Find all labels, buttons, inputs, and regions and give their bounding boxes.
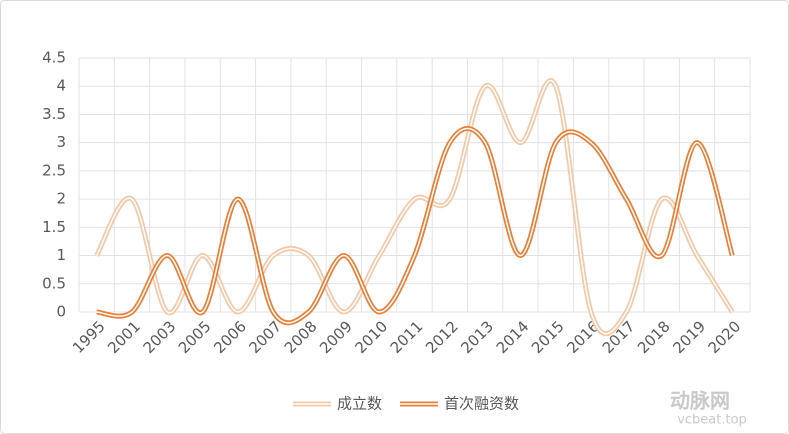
watermark: 动脉网 [670,389,730,413]
y-tick-label: 2 [56,190,66,208]
y-tick-label: 0.5 [42,274,66,292]
legend-label: 成立数 [337,395,382,413]
y-tick-label: 3 [56,133,66,151]
y-tick-label: 2.5 [42,161,66,179]
y-tick-label: 4 [56,77,66,95]
series-line-inner [96,127,734,324]
legend-label: 首次融资数 [444,395,519,413]
y-tick-label: 0 [56,303,66,321]
watermark-url: vcbeat.top [677,413,747,428]
y-tick-label: 4.5 [42,49,66,67]
y-tick-label: 3.5 [42,105,66,123]
y-tick-label: 1.5 [42,218,66,236]
series-line-inner [96,79,733,335]
y-tick-label: 1 [56,246,66,264]
